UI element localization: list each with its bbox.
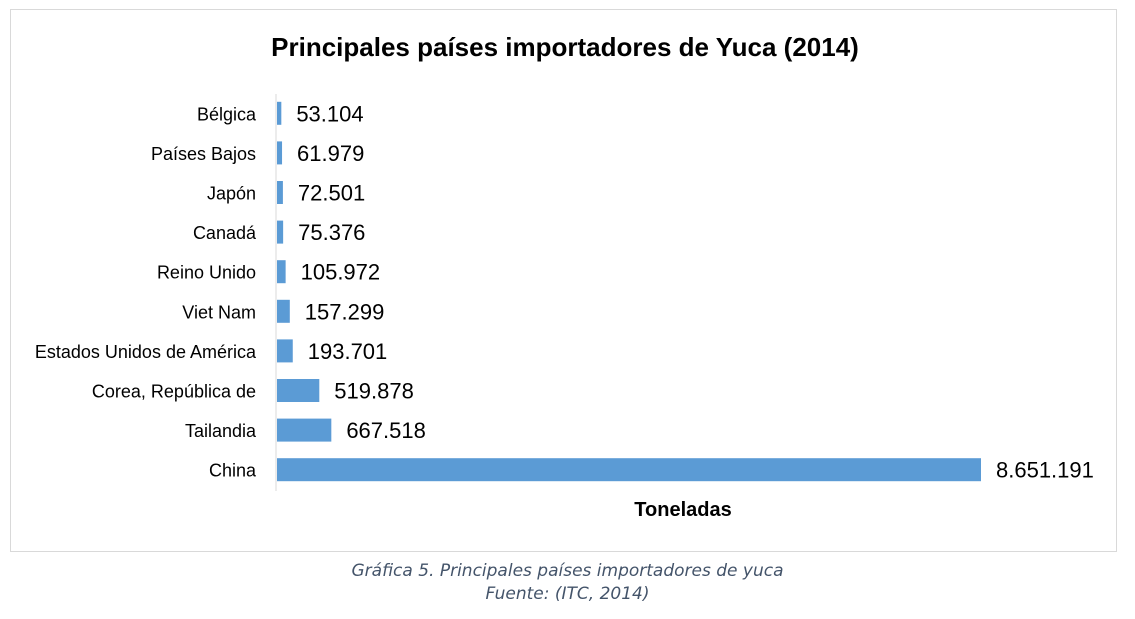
- category-label: Viet Nam: [182, 302, 256, 322]
- category-label: Corea, República de: [92, 382, 256, 402]
- data-label: 61.979: [297, 141, 364, 166]
- data-label: 667.518: [346, 418, 426, 443]
- data-label: 72.501: [298, 181, 365, 206]
- data-label: 8.651.191: [996, 458, 1094, 483]
- bar: [277, 458, 981, 482]
- bar: [277, 101, 282, 125]
- bar-chart: Principales países importadores de Yuca …: [35, 32, 1094, 521]
- bars-group: Bélgica 53.104 Países Bajos 61.979 Japón 72.5…: [35, 101, 1094, 482]
- data-label: 105.972: [301, 260, 381, 285]
- category-label: Países Bajos: [151, 144, 256, 164]
- figure-source: Fuente: (ITC, 2014): [485, 584, 650, 604]
- bar: [277, 220, 284, 244]
- data-label: 53.104: [296, 101, 363, 126]
- bar: [277, 379, 320, 402]
- chart-title: Principales países importadores de Yuca …: [271, 32, 859, 62]
- figure-caption: Gráfica 5. Principales países importador…: [351, 561, 784, 581]
- category-label: Canadá: [193, 223, 257, 243]
- bar: [277, 141, 283, 165]
- category-label: China: [209, 461, 257, 481]
- bar: [277, 181, 283, 204]
- category-label: Estados Unidos de América: [35, 342, 257, 362]
- bar: [277, 299, 290, 323]
- data-label: 157.299: [305, 299, 385, 324]
- category-label: Reino Unido: [157, 263, 256, 283]
- category-label: Tailandia: [185, 421, 257, 441]
- bar: [277, 260, 286, 284]
- bar: [277, 418, 332, 442]
- data-label: 519.878: [334, 379, 414, 404]
- bar: [277, 339, 293, 363]
- x-axis-title: Toneladas: [634, 499, 731, 521]
- data-label: 193.701: [308, 339, 388, 364]
- category-label: Japón: [207, 184, 256, 204]
- data-label: 75.376: [298, 220, 365, 245]
- category-label: Bélgica: [197, 104, 257, 124]
